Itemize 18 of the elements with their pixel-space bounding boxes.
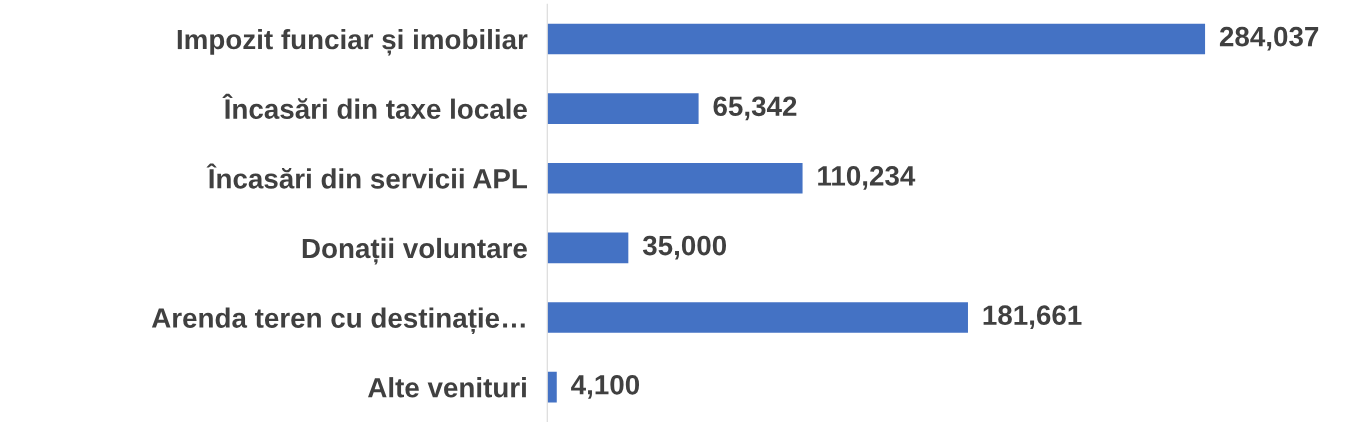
bar [547,93,699,124]
data-label: 65,342 [713,96,797,121]
y-tick-label: Alte venituri [368,377,526,398]
y-tick-label: Arenda teren cu destinație… [151,307,525,335]
data-label: 35,000 [642,235,727,260]
y-tick-label: Donații voluntare [302,237,527,265]
bar [547,371,557,403]
y-tick-label: Impozit funciar și imobiliar [177,28,528,56]
data-label: 110,234 [818,166,916,190]
data-label: 181,661 [983,305,1082,330]
data-label: 4,100 [571,374,640,399]
y-tick-label: Încasări din taxe locale [222,93,527,119]
bar [547,23,1206,55]
bar [547,162,803,194]
bar [547,302,968,333]
data-label: 284,037 [1219,26,1319,51]
y-tick-label: Încasări din servicii APL [206,163,527,189]
bar [547,232,629,264]
